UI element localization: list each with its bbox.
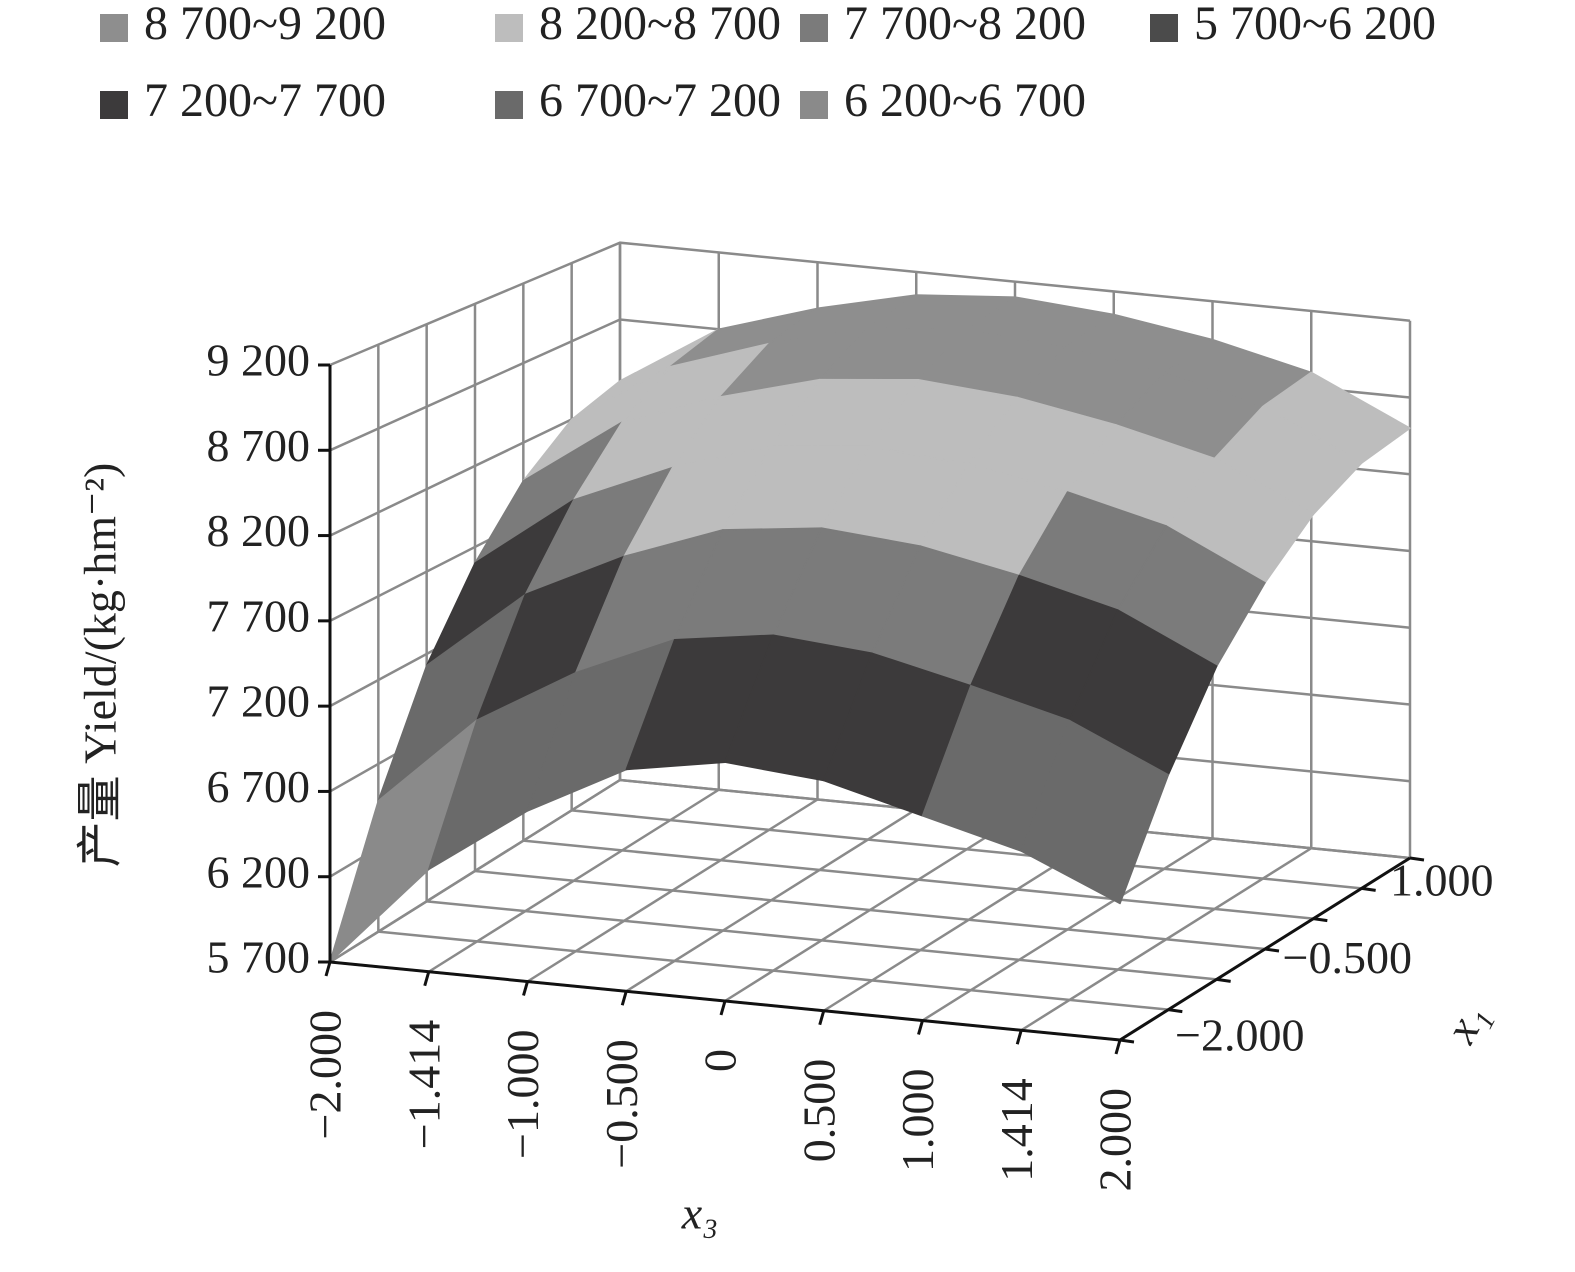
legend-label: 6 700~7 200 [539, 74, 781, 127]
x-tick-label: 2.000 [1090, 1088, 1141, 1192]
legend-label: 6 200~6 700 [844, 74, 1086, 127]
legend-label: 5 700~6 200 [1194, 0, 1436, 50]
x-tick-label: 0.500 [793, 1059, 844, 1163]
depth-tick [1168, 1008, 1183, 1014]
legend-swatch [100, 91, 128, 119]
legend-label: 7 200~7 700 [144, 74, 386, 127]
legend-swatch [1150, 14, 1178, 42]
x-tick [324, 961, 332, 977]
legend-swatch [495, 14, 523, 42]
z-tick-label: 8 700 [207, 420, 311, 471]
legend-swatch [800, 91, 828, 119]
x-tick-label: −0.500 [596, 1039, 647, 1168]
x-tick [423, 971, 431, 987]
z-tick-label: 7 200 [207, 676, 311, 727]
legend-item: 7 700~8 200 [800, 0, 1086, 50]
x-tick-label: 0 [695, 1049, 746, 1072]
floor-line [523, 839, 1314, 920]
depth-tick [1313, 917, 1328, 923]
z-tick-label: 8 200 [207, 505, 311, 556]
depth-tick-label: 1.000 [1390, 855, 1494, 906]
legend-item: 8 200~8 700 [495, 0, 781, 50]
x-tick-label: −2.000 [300, 1010, 351, 1139]
depth-tick [1216, 977, 1231, 983]
x-tick-label: 1.414 [991, 1078, 1042, 1182]
depth-axis-title: x₁ [1434, 995, 1497, 1052]
x-tick [917, 1020, 924, 1035]
surface [329, 294, 1411, 963]
x-tick-label: −1.000 [497, 1030, 548, 1159]
x-tick [1015, 1029, 1023, 1045]
legend-swatch [800, 14, 828, 42]
legend-item: 6 200~6 700 [800, 74, 1086, 127]
x-tick [1114, 1039, 1122, 1055]
depth-tick-label: −2.000 [1175, 1010, 1304, 1061]
depth-tick [1119, 1038, 1135, 1044]
depth-tick [1264, 947, 1280, 953]
x-tick [620, 990, 628, 1006]
z-tick-label: 9 200 [207, 335, 311, 386]
legend-item: 7 200~7 700 [100, 74, 386, 127]
legend-label: 7 700~8 200 [844, 0, 1086, 50]
z-tick-label: 6 200 [207, 846, 311, 897]
y-axis-title: 产量 Yield/(kg·hm⁻²) [75, 463, 126, 868]
z-tick-label: 6 700 [207, 761, 311, 812]
depth-tick [1361, 886, 1376, 892]
legend-label: 8 700~9 200 [144, 0, 386, 50]
z-tick-label: 5 700 [207, 932, 311, 983]
x-axis-title: x₃ [681, 1188, 718, 1239]
x-tick [522, 981, 529, 996]
x-tick [719, 1000, 727, 1016]
depth-tick [1409, 856, 1425, 862]
legend-item: 6 700~7 200 [495, 74, 781, 127]
grid-line [329, 241, 1411, 367]
x-tick [818, 1010, 826, 1026]
legend-item: 5 700~6 200 [1150, 0, 1436, 50]
floor-line [378, 930, 1169, 1011]
z-tick-label: 7 700 [207, 590, 311, 641]
legend-item: 8 700~9 200 [100, 0, 386, 50]
floor-line [571, 809, 1362, 890]
legend-swatch [495, 91, 523, 119]
legend-label: 8 200~8 700 [539, 0, 781, 50]
surface-patch [1020, 719, 1170, 905]
x-tick-label: −1.414 [398, 1020, 449, 1149]
legend-swatch [100, 14, 128, 42]
x-tick-label: 1.000 [892, 1069, 943, 1173]
floor-line [474, 869, 1266, 951]
depth-tick-label: −0.500 [1283, 932, 1412, 983]
floor-line [426, 900, 1217, 981]
